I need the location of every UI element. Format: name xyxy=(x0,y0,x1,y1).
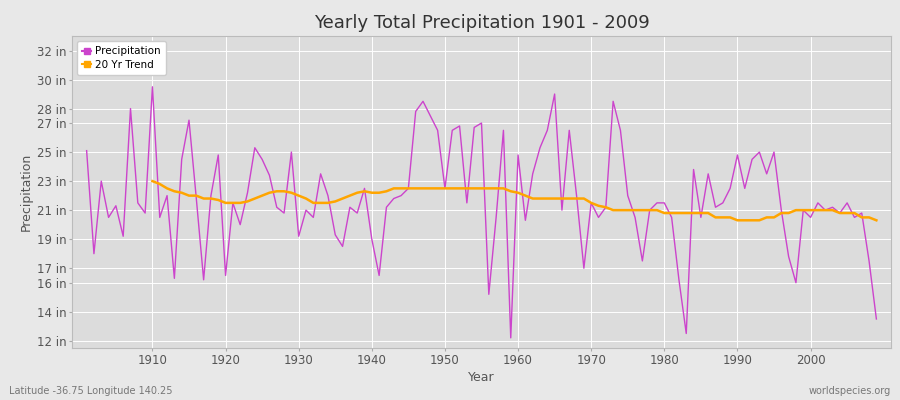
Title: Yearly Total Precipitation 1901 - 2009: Yearly Total Precipitation 1901 - 2009 xyxy=(313,14,650,32)
X-axis label: Year: Year xyxy=(468,371,495,384)
Legend: Precipitation, 20 Yr Trend: Precipitation, 20 Yr Trend xyxy=(77,41,166,75)
Y-axis label: Precipitation: Precipitation xyxy=(20,153,32,231)
Text: worldspecies.org: worldspecies.org xyxy=(809,386,891,396)
Text: Latitude -36.75 Longitude 140.25: Latitude -36.75 Longitude 140.25 xyxy=(9,386,173,396)
